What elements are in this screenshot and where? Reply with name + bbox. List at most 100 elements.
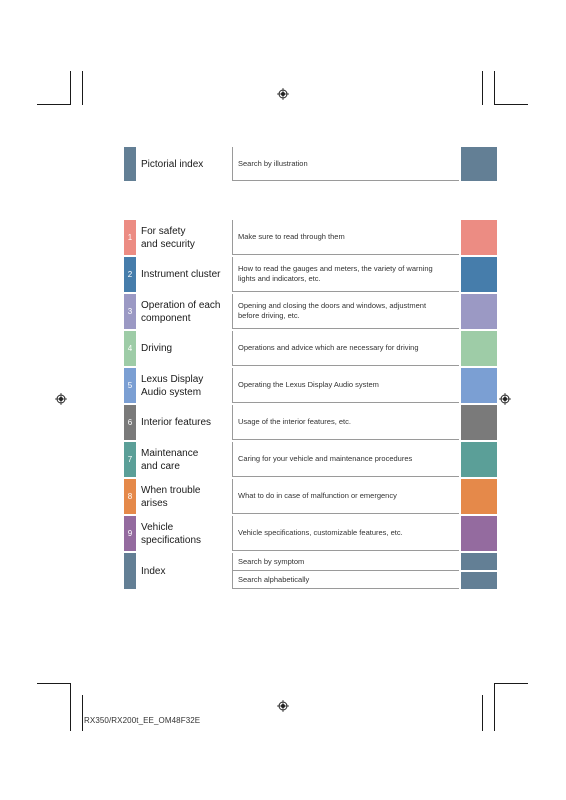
registration-mark-icon [277, 88, 289, 100]
index-description-alphabetical[interactable]: Search alphabetically [232, 571, 459, 589]
chapter-color-swatch[interactable] [461, 147, 497, 181]
chapter-color-swatch[interactable] [461, 442, 497, 477]
chapter-number-tab: 8 [124, 479, 136, 514]
crop-mark [494, 683, 528, 684]
chapter-description-line: Caring for your vehicle and maintenance … [238, 454, 413, 463]
chapter-title-line: For safety [141, 225, 186, 237]
chapter-number-tab: 7 [124, 442, 136, 477]
toc-row-chapter-3[interactable]: 3 Operation of each component Opening and… [124, 294, 497, 329]
index-swatch-symptom[interactable] [461, 553, 497, 570]
chapter-color-swatch[interactable] [461, 405, 497, 440]
chapter-number-tab: 5 [124, 368, 136, 403]
chapter-title: Pictorial index [141, 147, 231, 181]
toc-row-pictorial-index[interactable]: Pictorial index Search by illustration [124, 147, 497, 181]
chapter-number: 6 [127, 418, 133, 427]
toc-row-chapter-5[interactable]: 5 Lexus Display Audio system Operating th… [124, 368, 497, 403]
registration-mark-icon [277, 700, 289, 712]
chapter-description-line: Operations and advice which are necessar… [238, 343, 419, 352]
chapter-number-tab: 6 [124, 405, 136, 440]
crop-mark [37, 104, 71, 105]
chapter-color-swatch[interactable] [461, 331, 497, 366]
chapter-description: Operating the Lexus Display Audio system [232, 368, 459, 403]
chapter-title-text: Pictorial index [141, 158, 204, 170]
chapter-title-line: and care [141, 460, 180, 472]
chapter-description: How to read the gauges and meters, the v… [232, 257, 459, 292]
chapter-title-line: Interior features [141, 417, 212, 428]
crop-mark [82, 71, 83, 105]
crop-mark [37, 683, 71, 684]
chapter-color-swatch[interactable] [461, 516, 497, 551]
chapter-description: Usage of the interior features, etc. [232, 405, 459, 440]
toc-row-chapter-2[interactable]: 2 Instrument cluster How to read the gau… [124, 257, 497, 292]
toc-row-chapter-6[interactable]: 6 Interior features Usage of the interio… [124, 405, 497, 440]
chapter-number: 4 [127, 344, 133, 353]
chapter-title-line: Lexus Display [141, 373, 204, 385]
chapter-color-swatch[interactable] [461, 294, 497, 329]
chapter-description-line: Opening and closing the doors and window… [238, 301, 427, 310]
chapter-number: 8 [127, 492, 133, 501]
chapter-number-tab: 4 [124, 331, 136, 366]
chapter-number: 9 [127, 529, 133, 538]
chapter-description: Search by illustration [232, 147, 459, 181]
toc-row-chapter-1[interactable]: 1 For safety and security Make sure to re… [124, 220, 497, 255]
chapter-title-line: specifications [141, 534, 202, 546]
chapter-title: Maintenance and care [141, 442, 231, 477]
toc-row-chapter-9[interactable]: 9 Vehicle specifications Vehicle specific… [124, 516, 497, 551]
toc-row-index[interactable]: Index Search by symptom Search alphabeti… [124, 553, 497, 589]
chapter-description-text: Search by illustration [238, 158, 308, 168]
chapter-title-line: and security [141, 238, 195, 250]
chapter-title: For safety and security [141, 220, 231, 255]
chapter-description-line: Make sure to read through them [238, 232, 345, 241]
chapter-description-line: Operating the Lexus Display Audio system [238, 380, 379, 389]
chapter-number: 1 [127, 233, 133, 242]
crop-mark [494, 71, 495, 105]
chapter-description-line: Usage of the interior features, etc. [238, 417, 351, 426]
chapter-description-line: Vehicle specifications, customizable fea… [238, 528, 403, 537]
chapter-title-line: Instrument cluster [141, 269, 221, 280]
chapter-description-text: Search by symptom [238, 556, 305, 566]
chapter-title-line: Driving [141, 343, 173, 354]
chapter-tab [124, 553, 136, 589]
index-swatch-alphabetical[interactable] [461, 572, 497, 589]
toc-row-chapter-8[interactable]: 8 When trouble arises What to do in case … [124, 479, 497, 514]
chapter-title: Instrument cluster [141, 257, 231, 292]
chapter-description: What to do in case of malfunction or eme… [232, 479, 459, 514]
chapter-color-swatch[interactable] [461, 220, 497, 255]
chapter-description-line: What to do in case of malfunction or eme… [238, 491, 397, 500]
chapter-title-line: Vehicle [141, 521, 174, 533]
chapter-description: Vehicle specifications, customizable fea… [232, 516, 459, 551]
chapter-description-line: before driving, etc. [238, 311, 300, 320]
chapter-description-line: How to read the gauges and meters, the v… [238, 264, 433, 273]
chapter-description: Make sure to read through them [232, 220, 459, 255]
index-color-swatch [461, 553, 497, 589]
chapter-title-line: arises [141, 497, 168, 509]
chapter-number: 5 [127, 381, 133, 390]
chapter-title: Driving [141, 331, 231, 366]
chapter-number: 3 [127, 307, 133, 316]
chapter-description: Opening and closing the doors and window… [232, 294, 459, 329]
crop-mark [70, 683, 71, 731]
chapter-title: Index [141, 553, 231, 589]
chapter-title-line: When trouble [141, 484, 201, 496]
crop-mark [482, 695, 483, 731]
chapter-description-text: Search alphabetically [238, 574, 310, 584]
chapter-color-swatch[interactable] [461, 479, 497, 514]
chapter-title-line: component [141, 312, 191, 324]
registration-mark-icon [55, 393, 67, 405]
chapter-title-text: Index [141, 565, 166, 577]
chapter-number-tab: 3 [124, 294, 136, 329]
chapter-number-tab: 1 [124, 220, 136, 255]
toc-row-chapter-4[interactable]: 4 Driving Operations and advice which ar… [124, 331, 497, 366]
crop-mark [494, 683, 495, 731]
chapter-color-swatch[interactable] [461, 257, 497, 292]
chapter-title: Operation of each component [141, 294, 231, 329]
index-description-symptom[interactable]: Search by symptom [232, 553, 459, 571]
document-footer-code: RX350/RX200t_EE_OM48F32E [84, 716, 201, 725]
chapter-title-line: Audio system [141, 386, 202, 398]
chapter-description: Operations and advice which are necessar… [232, 331, 459, 366]
chapter-color-swatch[interactable] [461, 368, 497, 403]
chapter-number-tab: 9 [124, 516, 136, 551]
toc-row-chapter-7[interactable]: 7 Maintenance and care Caring for your ve… [124, 442, 497, 477]
chapter-tab [124, 147, 136, 181]
chapter-title: Lexus Display Audio system [141, 368, 231, 403]
